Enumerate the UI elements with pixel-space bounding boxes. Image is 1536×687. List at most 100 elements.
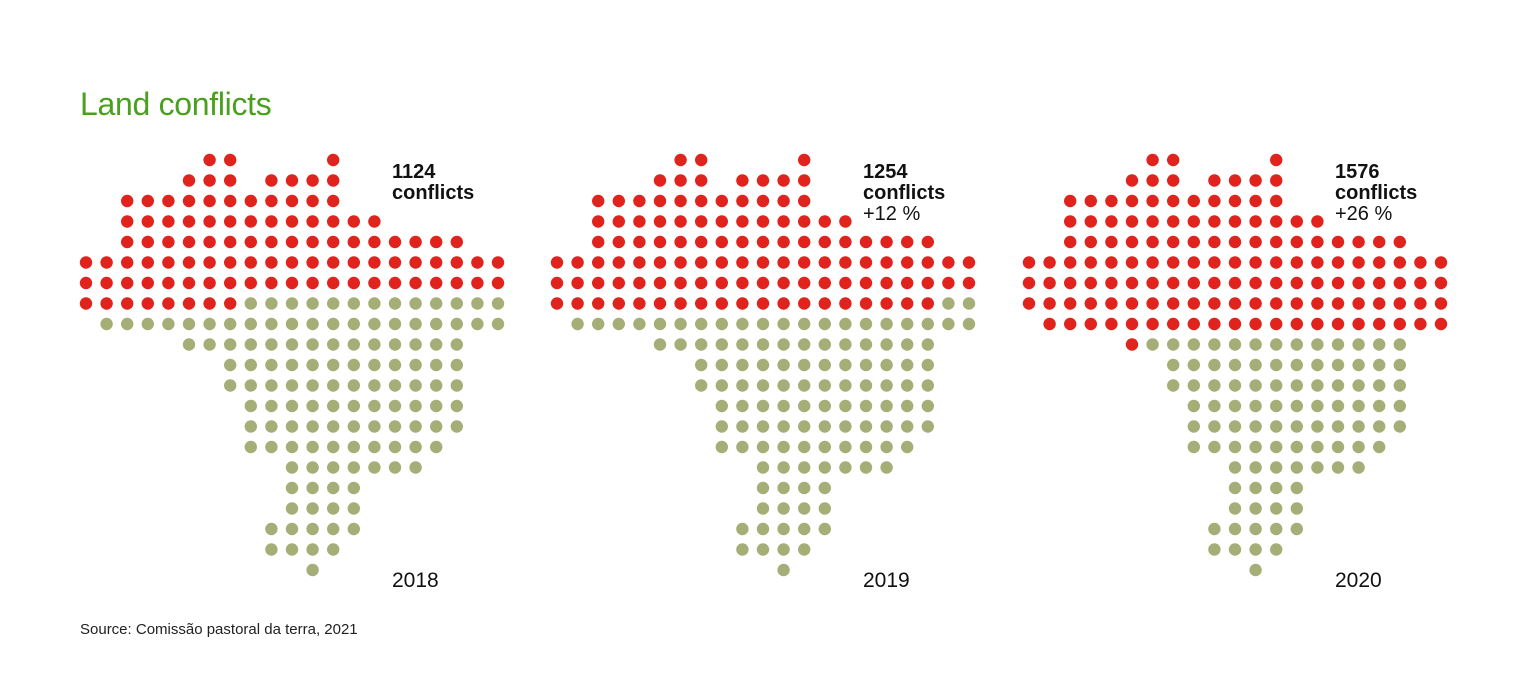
land-dot <box>818 358 831 372</box>
conflict-dot <box>612 215 625 228</box>
conflict-dot <box>1352 235 1365 249</box>
conflict-dot <box>1187 215 1201 228</box>
conflict-dot <box>901 297 914 310</box>
conflict-dot <box>141 215 154 228</box>
land-dot <box>633 317 646 331</box>
land-dot <box>388 461 402 474</box>
land-dot <box>1270 461 1283 474</box>
land-dot <box>818 399 831 413</box>
conflict-dot <box>1043 276 1056 290</box>
conflict-dot <box>244 276 257 290</box>
land-dot <box>224 379 237 392</box>
conflict-dot <box>1373 297 1386 310</box>
conflict-dot <box>306 215 319 228</box>
land-dot <box>1228 440 1242 454</box>
conflict-dot <box>880 297 893 310</box>
land-dot <box>224 317 237 331</box>
panel-label-2020: 1576 conflicts +26 % <box>1335 162 1417 225</box>
conflict-dot <box>715 215 728 228</box>
conflict-dot <box>1249 194 1262 208</box>
land-dot <box>818 502 831 515</box>
land-dot <box>798 379 811 392</box>
conflict-dot <box>798 297 811 310</box>
conflict-dot <box>1084 297 1098 310</box>
land-dot <box>653 317 667 331</box>
chart-title: Land conflicts <box>80 86 272 122</box>
conflict-dot <box>1434 317 1448 331</box>
land-dot <box>409 338 422 351</box>
conflict-dot <box>1270 297 1283 310</box>
land-dot <box>1249 481 1262 495</box>
conflict-dot <box>1146 317 1159 331</box>
land-dot <box>818 440 831 454</box>
conflict-dot <box>736 276 749 290</box>
land-dot <box>798 420 811 433</box>
conflict-dot <box>1290 297 1304 310</box>
land-dot <box>880 379 893 392</box>
land-dot <box>1352 399 1365 413</box>
conflict-dot <box>1167 174 1180 187</box>
conflict-dot <box>550 276 564 290</box>
land-dot <box>1311 440 1324 454</box>
land-dot <box>1208 522 1221 536</box>
land-dot <box>450 420 463 433</box>
land-dot <box>1228 399 1242 413</box>
land-dot <box>1373 420 1386 433</box>
conflict-dot <box>100 276 113 290</box>
land-dot <box>388 399 402 413</box>
land-dot <box>1290 522 1304 536</box>
conflict-dot <box>79 256 93 269</box>
conflict-dot <box>327 235 340 249</box>
conflict-dot <box>1146 235 1159 249</box>
conflict-dot <box>798 235 811 249</box>
land-dot <box>450 358 463 372</box>
land-dot <box>265 379 278 392</box>
land-dot <box>1228 338 1242 351</box>
land-dot <box>285 461 299 474</box>
conflict-dot <box>368 235 381 249</box>
conflict-dot <box>347 215 360 228</box>
conflict-dot <box>1414 256 1427 269</box>
conflict-unit: conflicts <box>392 182 475 204</box>
conflict-dot <box>674 174 687 187</box>
conflict-dot <box>368 276 381 290</box>
land-dot <box>798 440 811 454</box>
conflict-dot <box>942 256 955 269</box>
land-dot <box>244 440 257 454</box>
conflict-dot <box>1084 235 1098 249</box>
land-dot <box>756 379 770 392</box>
conflict-dot <box>450 235 463 249</box>
land-dot <box>695 358 708 372</box>
conflict-dot <box>1311 256 1324 269</box>
conflict-dot <box>777 215 790 228</box>
land-dot <box>1352 420 1365 433</box>
conflict-dot <box>285 215 299 228</box>
land-dot <box>1352 358 1365 372</box>
conflict-dot <box>471 276 484 290</box>
conflict-dot <box>1208 297 1221 310</box>
land-dot <box>1290 440 1304 454</box>
conflict-dot <box>1167 215 1180 228</box>
land-dot <box>244 297 257 310</box>
land-dot <box>736 440 749 454</box>
conflict-dot <box>1228 317 1242 331</box>
land-dot <box>306 481 319 495</box>
land-dot <box>798 358 811 372</box>
conflict-dot <box>592 194 605 208</box>
conflict-dot <box>224 276 237 290</box>
conflict-dot <box>1249 276 1262 290</box>
conflict-dot <box>818 256 831 269</box>
conflict-dot <box>203 174 216 187</box>
land-dot <box>1373 358 1386 372</box>
land-dot <box>736 358 749 372</box>
land-dot <box>859 358 873 372</box>
land-dot <box>1331 440 1345 454</box>
land-dot <box>306 502 319 515</box>
land-dot <box>347 338 360 351</box>
conflict-dot <box>1373 276 1386 290</box>
land-dot <box>1270 379 1283 392</box>
conflict-count: 1124 <box>392 161 436 183</box>
conflict-dot <box>347 256 360 269</box>
conflict-dot <box>162 276 175 290</box>
